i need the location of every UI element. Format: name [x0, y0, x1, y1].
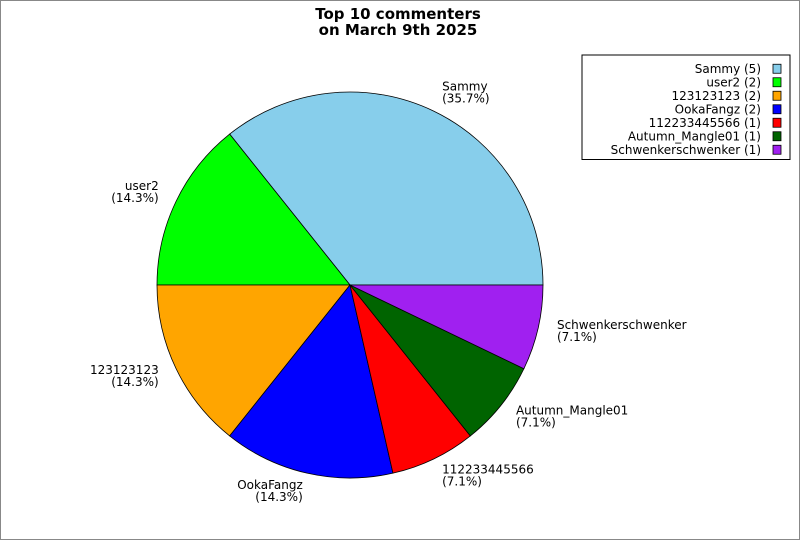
legend-swatch: [772, 117, 782, 128]
slice-label: 112233445566: [442, 462, 534, 476]
slice-label: 123123123: [90, 363, 159, 377]
chart-title: on March 9th 2025: [319, 21, 478, 39]
pie-slice: [229, 91, 544, 286]
legend-swatch: [772, 90, 782, 101]
slice-percent: (7.1%): [557, 330, 597, 344]
legend-label: 123123123 (2): [671, 89, 761, 103]
slice-percent: (35.7%): [442, 92, 489, 106]
legend-swatch: [772, 77, 782, 88]
slice-percent: (14.3%): [111, 375, 158, 389]
legend-swatch: [772, 144, 782, 155]
chart-title: Top 10 commenters: [315, 5, 481, 23]
slice-percent: (14.3%): [111, 191, 158, 205]
legend-label: user2 (2): [706, 75, 761, 89]
pie-slice: [156, 133, 351, 286]
slice-label: user2: [125, 179, 159, 193]
legend-label: Sammy (5): [695, 62, 761, 76]
legend-swatch: [772, 104, 782, 115]
legend-label: Autumn_Mangle01 (1): [628, 129, 761, 143]
legend-swatch: [772, 131, 782, 142]
slice-percent: (14.3%): [255, 490, 302, 504]
slice-percent: (7.1%): [516, 415, 556, 429]
slice-label: OokaFangz: [237, 478, 303, 492]
legend-label: 112233445566 (1): [649, 116, 761, 130]
pie-slice: [229, 284, 394, 479]
pie-slice: [349, 284, 544, 370]
legend-label: OokaFangz (2): [675, 102, 761, 116]
legend-label: Schwenkerschwenker (1): [611, 143, 761, 157]
slice-label: Schwenkerschwenker: [557, 318, 687, 332]
slice-label: Autumn_Mangle01: [516, 403, 628, 417]
pie-slice: [156, 284, 351, 437]
legend-swatch: [772, 63, 782, 74]
legend-box: [581, 54, 791, 160]
slice-label: Sammy: [442, 80, 487, 94]
slice-percent: (7.1%): [442, 474, 482, 488]
